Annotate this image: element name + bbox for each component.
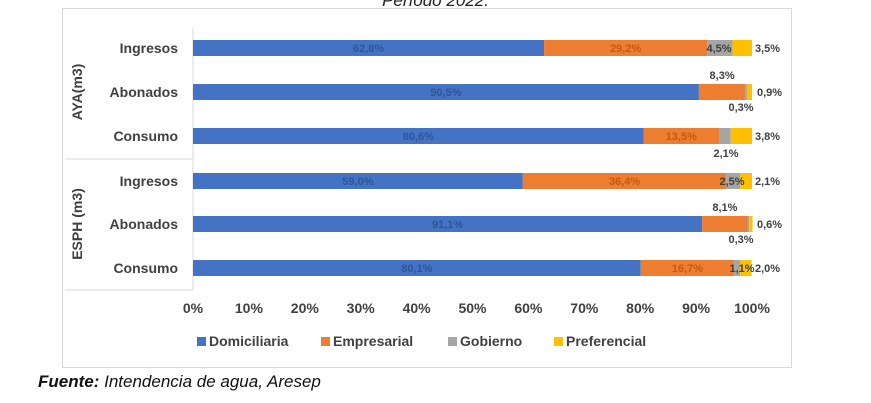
category-label: Consumo (113, 128, 178, 144)
group-label: AYA(m3) (69, 64, 85, 121)
bar-segment (193, 84, 699, 100)
chart-frame (62, 8, 792, 368)
bar-segment (522, 173, 727, 189)
legend-swatch (448, 337, 457, 346)
bar-segment (726, 173, 741, 189)
data-label: 36,4% (609, 176, 640, 188)
data-label: 59,0% (342, 176, 373, 188)
bar-segment (193, 128, 644, 144)
x-tick-label: 20% (291, 300, 320, 316)
bar-segment (702, 216, 748, 232)
data-label: 4,5% (706, 43, 731, 55)
bar-segment (193, 216, 703, 232)
legend-swatch (197, 337, 206, 346)
bar-segment (193, 173, 523, 189)
chart-title: Período 2022. (382, 0, 489, 10)
group-label: ESPH (m3) (69, 188, 85, 260)
category-label: Abonados (110, 84, 179, 100)
source-label: Fuente: (38, 372, 100, 391)
data-label: 13,5% (666, 131, 697, 143)
x-tick-label: 30% (347, 300, 376, 316)
data-label: 1,1% (729, 263, 754, 275)
bar-segment (745, 84, 747, 100)
legend-swatch (554, 337, 563, 346)
data-label: 16,7% (672, 263, 703, 275)
data-label: 3,8% (755, 131, 780, 143)
data-label: 90,5% (430, 87, 461, 99)
x-tick-label: 60% (514, 300, 543, 316)
data-label: 91,1% (432, 219, 463, 231)
bar-segment (544, 40, 708, 56)
data-label: 29,2% (610, 43, 641, 55)
x-tick-label: 0% (183, 300, 204, 316)
bar-segment (719, 128, 731, 144)
legend-label: Preferencial (566, 333, 646, 349)
data-label: 80,6% (403, 131, 434, 143)
bar-segment (193, 260, 641, 276)
category-label: Ingresos (120, 173, 179, 189)
x-tick-label: 100% (734, 300, 770, 316)
bar-segment (643, 128, 720, 144)
category-label: Abonados (110, 216, 179, 232)
x-tick-label: 50% (458, 300, 487, 316)
data-label: 2,0% (755, 263, 780, 275)
data-label: 0,6% (757, 219, 782, 231)
legend-label: Empresarial (333, 333, 413, 349)
legend-swatch (321, 337, 330, 346)
x-tick-label: 40% (403, 300, 432, 316)
data-label: 0,9% (757, 87, 782, 99)
data-label: 2,5% (719, 176, 744, 188)
category-label: Consumo (113, 260, 178, 276)
bar-segment (746, 84, 752, 100)
source-note: Fuente: Intendencia de agua, Aresep (38, 372, 321, 392)
bar-segment (730, 128, 752, 144)
data-label: 3,5% (755, 43, 780, 55)
x-tick-label: 70% (570, 300, 599, 316)
legend-label: Gobierno (460, 333, 522, 349)
bar-segment (740, 173, 752, 189)
data-label: 0,3% (728, 234, 753, 246)
bar-segment (707, 40, 733, 56)
source-text: Intendencia de agua, Aresep (104, 372, 321, 391)
bar-segment (740, 260, 752, 276)
x-tick-label: 10% (235, 300, 264, 316)
bar-segment (747, 216, 750, 232)
bar-segment (749, 216, 753, 232)
data-label: 8,1% (712, 202, 737, 214)
legend-label: Domiciliaria (209, 333, 289, 349)
category-label: Ingresos (120, 40, 179, 56)
bar-segment (734, 260, 741, 276)
bar-segment (193, 40, 545, 56)
data-label: 0,3% (728, 102, 753, 114)
x-tick-label: 80% (626, 300, 655, 316)
bar-segment (732, 40, 752, 56)
bar-segment (698, 84, 746, 100)
bar-segment (640, 260, 735, 276)
stacked-bar-chart: AYA(m3) ESPH (m3) Ingresos Abonados Consumo I… (65, 28, 782, 349)
data-label: 62,8% (353, 43, 384, 55)
data-label: 8,3% (710, 70, 735, 82)
x-tick-label: 90% (682, 300, 711, 316)
data-label: 80,1% (401, 263, 432, 275)
data-label: 2,1% (713, 148, 738, 160)
data-label: 2,1% (755, 176, 780, 188)
